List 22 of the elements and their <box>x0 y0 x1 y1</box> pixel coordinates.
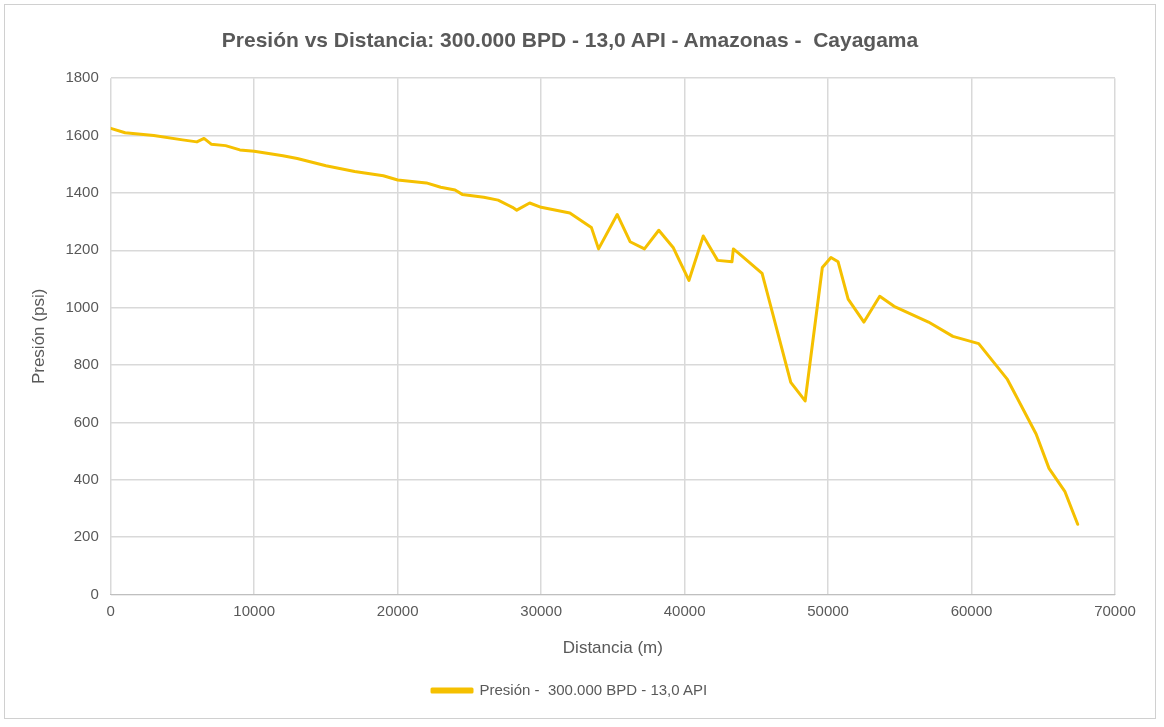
chart-title: Presión vs Distancia: 300.000 BPD - 13,0 API - Amazonas - Cayagama <box>221 28 919 52</box>
y-tick-label: 1000 <box>65 297 99 315</box>
y-axis-title: Presión (psi) <box>28 288 48 385</box>
x-tick-label: 60000 <box>950 601 993 619</box>
y-tick-label: 1400 <box>65 183 99 201</box>
x-tick-label: 0 <box>106 601 115 619</box>
x-tick-label: 30000 <box>520 601 563 619</box>
x-tick-label: 50000 <box>807 601 849 619</box>
x-tick-label: 40000 <box>663 601 706 619</box>
y-tick-label: 0 <box>90 584 99 602</box>
x-tick-label: 10000 <box>233 601 276 619</box>
y-tick-label: 800 <box>73 355 99 373</box>
y-tick-label: 1200 <box>65 240 99 258</box>
legend-label: Presión - 300.000 BPD - 13,0 API <box>479 680 708 698</box>
y-tick-label: 400 <box>73 469 99 487</box>
y-tick-label: 1800 <box>65 68 99 86</box>
x-tick-label: 20000 <box>376 601 419 619</box>
y-tick-label: 200 <box>73 527 99 545</box>
x-axis-title: Distancia (m) <box>562 638 663 658</box>
x-tick-label: 70000 <box>1094 601 1136 619</box>
y-tick-label: 1600 <box>65 125 99 143</box>
y-tick-label: 600 <box>73 412 99 430</box>
